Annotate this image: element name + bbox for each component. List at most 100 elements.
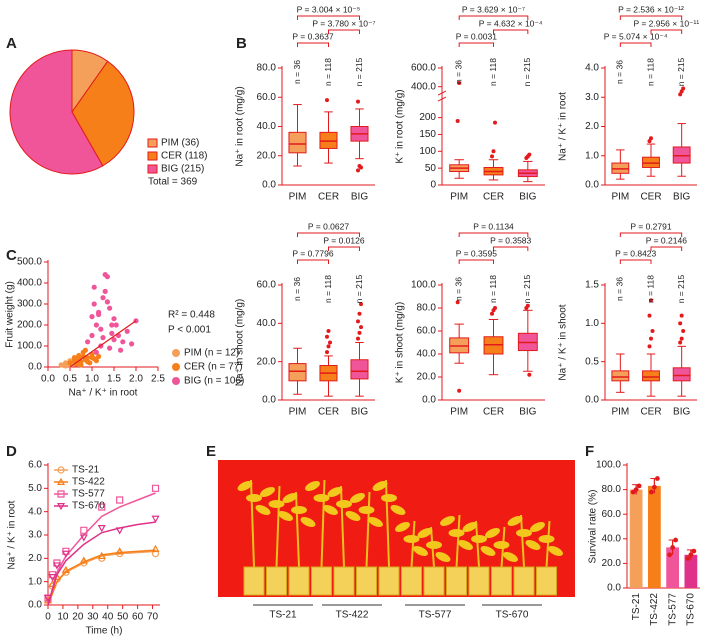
x-tick-label: BIG bbox=[519, 407, 536, 418]
data-point bbox=[116, 496, 124, 504]
p-value: P = 0.0627 bbox=[308, 221, 349, 231]
fit-curve bbox=[47, 492, 156, 606]
outlier bbox=[527, 372, 532, 377]
outlier bbox=[681, 329, 686, 333]
n-label: n = 36 bbox=[453, 60, 463, 84]
plant-stem bbox=[475, 520, 480, 568]
outlier bbox=[359, 302, 363, 307]
n-label: n = 215 bbox=[354, 57, 364, 86]
scatter-point bbox=[96, 353, 102, 360]
outlier bbox=[679, 336, 684, 341]
y-axis-label: Na⁺ in shoot (mg/g) bbox=[235, 299, 246, 387]
x-tick-label: PIM bbox=[611, 192, 629, 203]
x-axis-label: Time (h) bbox=[86, 626, 123, 637]
plant-leaf bbox=[313, 494, 330, 502]
n-label: n = 36 bbox=[453, 277, 463, 301]
replicate-point bbox=[688, 552, 694, 558]
data-point bbox=[79, 534, 88, 542]
scatter-point bbox=[98, 326, 104, 332]
data-point bbox=[79, 556, 88, 564]
panel-label: B bbox=[236, 35, 247, 52]
y-tick-label: 100.0 bbox=[596, 460, 621, 471]
outlier bbox=[457, 80, 462, 85]
y-tick-label: 1.0 bbox=[585, 318, 599, 329]
y-axis-label: Na⁺ in root (mg/g) bbox=[235, 86, 246, 166]
outlier bbox=[649, 298, 653, 303]
panel-label: F bbox=[585, 443, 594, 460]
replicate-point bbox=[651, 484, 657, 490]
plant-stem bbox=[365, 491, 371, 568]
x-tick-label: 10 bbox=[57, 612, 69, 623]
y-tick-label: 20.0 bbox=[257, 356, 277, 367]
p-value: P = 2.956 × 10⁻¹¹ bbox=[633, 18, 699, 28]
pie-slice bbox=[71, 60, 135, 167]
plant-leaf bbox=[372, 481, 388, 491]
outlier bbox=[647, 313, 652, 318]
outlier bbox=[525, 303, 530, 308]
outlier bbox=[493, 120, 497, 125]
y-tick-label: 1.0 bbox=[585, 150, 599, 161]
x-tick-label: PIM bbox=[450, 192, 468, 203]
data-point bbox=[151, 484, 160, 492]
scatter-point bbox=[107, 345, 113, 351]
replicate-point bbox=[633, 487, 639, 492]
x-tick-label: CER bbox=[318, 407, 339, 418]
y-tick-label: 60.0 bbox=[602, 509, 622, 520]
y-tick-label: 60.0 bbox=[257, 280, 277, 291]
y-tick-label: 4.0 bbox=[28, 506, 42, 517]
pot bbox=[401, 566, 422, 596]
outlier bbox=[357, 311, 362, 316]
scatter-point bbox=[111, 316, 117, 322]
plant-leaf bbox=[480, 546, 496, 556]
x-tick-label: 2.5 bbox=[151, 374, 165, 385]
plant-leaf bbox=[390, 505, 406, 515]
outlier bbox=[490, 154, 494, 159]
x-tick-label: 60 bbox=[132, 612, 144, 623]
n-label: n = 36 bbox=[292, 60, 302, 84]
y-tick-label: 1.0 bbox=[28, 576, 42, 587]
box bbox=[288, 131, 307, 154]
bar bbox=[684, 554, 698, 588]
x-tick-label: 2.0 bbox=[129, 374, 143, 385]
y-tick-label: 80.0 bbox=[602, 484, 622, 495]
plant-leaf bbox=[368, 517, 383, 527]
outlier bbox=[678, 340, 683, 345]
legend-marker bbox=[56, 503, 66, 511]
pot bbox=[333, 566, 355, 596]
legend-marker bbox=[57, 466, 65, 474]
legend-label: BIG (n = 106) bbox=[184, 376, 244, 387]
plant-stem bbox=[520, 514, 525, 568]
y-tick-label: 0.5 bbox=[585, 356, 599, 367]
p-value: P = 4.632 × 10⁻⁴ bbox=[479, 18, 543, 28]
plant-leaf bbox=[471, 535, 487, 543]
plant-leaf bbox=[291, 506, 307, 514]
y-tick-label: 0 bbox=[430, 180, 436, 191]
y-tick-label: 40.0 bbox=[257, 318, 277, 329]
legend-swatch bbox=[147, 138, 158, 148]
plant-leaf bbox=[358, 506, 375, 514]
plant-leaf bbox=[300, 517, 316, 527]
pot bbox=[378, 566, 400, 596]
outlier bbox=[647, 344, 652, 349]
data-point bbox=[48, 574, 57, 582]
plant-leaf bbox=[462, 522, 478, 532]
n-label: n = 118 bbox=[488, 275, 498, 303]
pot bbox=[513, 566, 535, 596]
legend-swatch bbox=[147, 151, 158, 161]
significance-bracket bbox=[493, 29, 529, 34]
scatter-point bbox=[124, 328, 130, 334]
replicate-point bbox=[691, 548, 697, 554]
bar bbox=[666, 547, 680, 588]
p-value: P = 3.780 × 10⁻⁷ bbox=[312, 18, 375, 28]
significance-bracket bbox=[297, 42, 329, 47]
data-point bbox=[151, 515, 160, 523]
plant-leaf bbox=[323, 505, 338, 515]
data-point bbox=[52, 562, 61, 570]
y-tick-label: 4.0 bbox=[585, 63, 599, 74]
p-value: P = 3.629 × 10⁻⁷ bbox=[462, 4, 525, 14]
plant-leaf bbox=[413, 546, 428, 556]
outlier bbox=[490, 311, 494, 316]
significance-bracket bbox=[650, 246, 683, 251]
plant-leaf bbox=[548, 546, 563, 556]
replicate-point bbox=[667, 552, 673, 558]
